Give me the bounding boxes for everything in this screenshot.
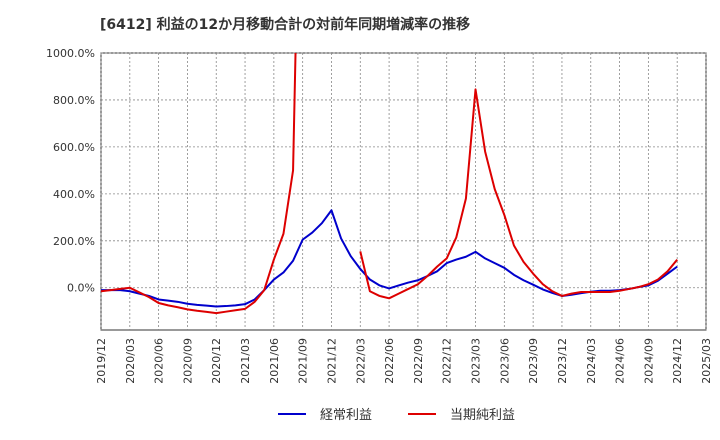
legend-swatch-blue [278, 412, 306, 415]
legend: 経常利益 当期純利益 [0, 404, 720, 426]
plot-frame [100, 52, 707, 331]
x-tick-label: 2020/06 [153, 338, 166, 384]
y-tick-label: 800.0% [53, 94, 95, 107]
legend-swatch-red [408, 412, 436, 415]
x-tick-label: 2020/03 [124, 338, 137, 384]
series-line-ordinary-profit [101, 209, 678, 308]
y-tick-label: 0.0% [67, 282, 95, 295]
x-tick-label: 2020/09 [181, 338, 194, 384]
legend-label-net-income: 当期純利益 [450, 408, 516, 423]
series-layer [101, 53, 678, 315]
x-tick-label: 2024/06 [614, 338, 627, 384]
chart-title: [6412] 利益の12か月移動合計の対前年同期増減率の推移 [100, 17, 471, 33]
y-tick-label: 600.0% [53, 141, 95, 154]
x-tick-label: 2022/09 [412, 338, 425, 384]
legend-label-ordinary-profit: 経常利益 [320, 408, 373, 423]
x-tick-label: 2022/06 [383, 338, 396, 384]
axis-layer: 2019/12 2020/03 2020/06 2020/09 2020/12 2021/… [46, 47, 713, 384]
x-tick-label: 2023/09 [527, 338, 540, 384]
x-tick-label: 2019/12 [95, 338, 108, 384]
x-tick-label: 2021/09 [297, 338, 310, 384]
y-tick-label: 400.0% [53, 188, 95, 201]
series-line-net-income [101, 53, 678, 315]
y-tick-label: 200.0% [53, 235, 95, 248]
x-tick-label: 2023/06 [498, 338, 511, 384]
x-tick-label: 2021/06 [268, 338, 281, 384]
x-tick-label: 2023/03 [470, 338, 483, 384]
x-tick-label: 2022/03 [354, 338, 367, 384]
legend-item-net-income: 当期純利益 [408, 404, 515, 423]
x-tick-label: 2021/03 [239, 338, 252, 384]
x-tick-label: 2025/03 [700, 338, 713, 384]
x-tick-label: 2024/12 [671, 338, 684, 384]
x-tick-label: 2024/09 [642, 338, 655, 384]
x-tick-label: 2022/12 [441, 338, 454, 384]
grid-layer [100, 52, 707, 331]
x-tick-label: 2021/12 [325, 338, 338, 384]
x-tick-label: 2024/03 [585, 338, 598, 384]
legend-item-ordinary-profit: 経常利益 [278, 404, 372, 423]
x-tick-label: 2020/12 [210, 338, 223, 384]
y-tick-label: 1000.0% [46, 47, 95, 60]
x-tick-label: 2023/12 [556, 338, 569, 384]
